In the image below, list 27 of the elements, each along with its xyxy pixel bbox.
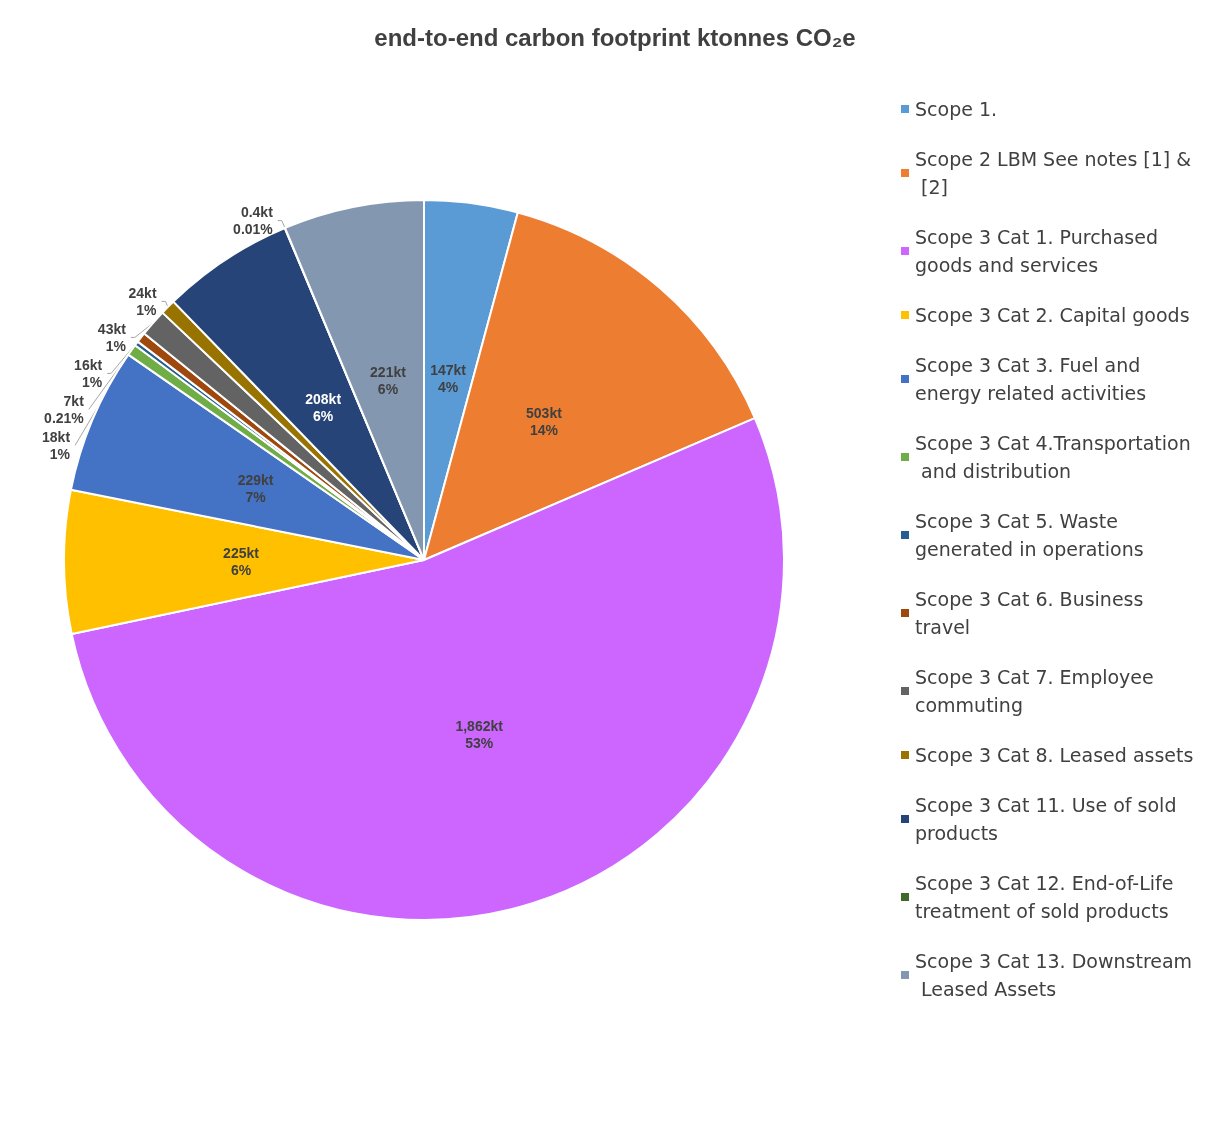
- legend-label: Scope 3 Cat 7. Employee commuting: [915, 666, 1160, 716]
- data-label: 0.4kt 0.01%: [233, 204, 274, 238]
- data-label: 147kt 4%: [430, 362, 467, 396]
- data-label: 225kt 6%: [223, 544, 260, 578]
- data-label: 208kt 6%: [305, 390, 342, 424]
- legend-label: Scope 3 Cat 8. Leased assets: [915, 744, 1194, 766]
- legend-label: Scope 3 Cat 1. Purchased goods and services: [915, 226, 1164, 276]
- legend-label: Scope 3 Cat 13. Downstream Leased Assets: [915, 950, 1193, 1000]
- legend-label: Scope 3 Cat 5. Waste generated in operations: [915, 510, 1144, 560]
- data-label: 43kt 1%: [97, 320, 127, 354]
- legend-label: Scope 1.: [915, 98, 998, 120]
- data-label: 1,862kt 53%: [455, 717, 504, 751]
- legend-label: Scope 3 Cat 11. Use of sold products: [915, 794, 1183, 844]
- data-label: 503kt 14%: [526, 405, 563, 439]
- data-label: 18kt 1%: [42, 428, 71, 462]
- data-label: 7kt 0.21%: [44, 392, 85, 426]
- data-label: 24kt 1%: [128, 284, 158, 318]
- data-label: 16kt 1%: [74, 356, 103, 390]
- legend-label: Scope 3 Cat 12. End-of-Life treatment of sold products: [915, 872, 1180, 922]
- legend-label: Scope 2 LBM See notes [1] & [2]: [915, 148, 1192, 198]
- data-label: 221kt 6%: [370, 364, 407, 398]
- legend-label: Scope 3 Cat 3. Fuel and energy related activities: [915, 354, 1147, 404]
- chart-title: end-to-end carbon footprint ktonnes CO₂e: [374, 23, 856, 51]
- legend-label: Scope 3 Cat 2. Capital goods: [915, 304, 1190, 326]
- legend-label: Scope 3 Cat 6. Business travel: [915, 588, 1150, 638]
- data-label: 229kt 7%: [237, 471, 274, 505]
- legend-label: Scope 3 Cat 4.Transportation and distribution: [915, 432, 1191, 482]
